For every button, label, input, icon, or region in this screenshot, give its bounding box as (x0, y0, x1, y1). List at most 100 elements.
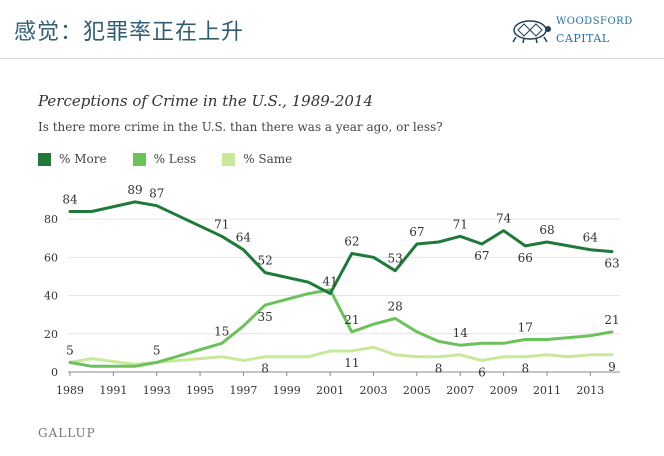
data-point (546, 338, 548, 341)
data-point (611, 250, 613, 253)
data-label: 11 (344, 356, 359, 370)
series-line-less (68, 288, 614, 368)
header-divider (0, 58, 664, 59)
legend-swatch-less (132, 152, 146, 166)
data-label: 21 (344, 313, 359, 327)
x-tick-label: 2009 (490, 384, 518, 397)
x-tick-label: 1997 (229, 384, 257, 397)
data-point (351, 331, 353, 333)
legend-label-more: % More (59, 152, 107, 166)
data-point (589, 354, 592, 356)
data-label: 8 (521, 362, 529, 376)
data-point (307, 355, 310, 358)
legend-swatch-more (38, 152, 51, 166)
data-point (459, 344, 462, 347)
turtle-logo-icon (512, 20, 551, 44)
y-tick-label: 0 (51, 366, 58, 379)
legend-label-same: % Same (243, 152, 293, 166)
legend-item-same: % Same (222, 152, 292, 166)
data-label: 84 (62, 192, 78, 206)
data-point (264, 304, 266, 306)
legend-item-more: % More (38, 152, 107, 166)
x-tick-label: 1995 (186, 384, 214, 397)
data-point (307, 281, 310, 283)
data-point (372, 323, 375, 326)
data-point (134, 365, 136, 368)
data-point (437, 355, 440, 358)
data-point (394, 354, 397, 356)
data-point (437, 241, 440, 243)
legend-swatch-same (222, 152, 236, 166)
x-tick-label: 1989 (56, 384, 84, 397)
legend-label-less: % Less (153, 152, 197, 166)
data-label: 8 (435, 362, 443, 376)
data-point (502, 342, 505, 345)
data-point (372, 256, 375, 259)
data-label: 41 (323, 275, 338, 289)
data-point (589, 248, 592, 251)
data-point (220, 355, 223, 358)
data-point (69, 210, 71, 213)
x-tick-label: 2005 (403, 384, 431, 397)
data-point (351, 350, 353, 352)
data-point (351, 252, 353, 255)
data-label: 52 (257, 254, 272, 268)
data-point (459, 354, 462, 356)
data-point (394, 269, 397, 272)
data-point (546, 354, 548, 356)
data-point (69, 361, 71, 364)
data-label: 64 (236, 231, 252, 245)
data-point (155, 204, 158, 207)
data-label: 63 (604, 257, 619, 271)
data-label: 87 (149, 187, 164, 201)
data-point (90, 210, 93, 213)
data-point (242, 325, 245, 327)
data-point (546, 241, 548, 243)
data-point (502, 229, 505, 232)
data-point (459, 235, 462, 238)
chart-legend: % More % Less % Same (38, 152, 292, 166)
data-label: 8 (261, 362, 269, 376)
data-point (394, 317, 397, 320)
company-logo: WOODSFORD CAPITAL (510, 14, 650, 50)
data-point (481, 243, 483, 245)
data-point (220, 235, 223, 238)
data-point (307, 292, 310, 295)
data-point (481, 342, 483, 345)
data-point (567, 355, 570, 358)
data-point (416, 355, 418, 358)
data-label: 62 (344, 235, 359, 249)
data-point (329, 350, 331, 352)
data-point (372, 346, 375, 348)
data-label: 35 (257, 310, 272, 324)
data-label: 21 (604, 313, 619, 327)
y-tick-label: 20 (44, 328, 58, 341)
data-label: 5 (153, 343, 161, 357)
data-point (134, 201, 136, 203)
data-label: 9 (608, 360, 616, 374)
data-label: 71 (214, 217, 229, 231)
data-point (416, 243, 418, 245)
data-label: 6 (478, 366, 486, 380)
data-label: 66 (518, 251, 533, 265)
x-tick-label: 2013 (576, 384, 604, 397)
x-tick-label: 1991 (99, 384, 127, 397)
data-label: 74 (496, 212, 512, 226)
chart-title: Perceptions of Crime in the U.S., 1989-2… (38, 92, 374, 110)
data-point (155, 361, 158, 364)
x-tick-label: 2003 (360, 384, 388, 397)
data-point (611, 331, 613, 333)
data-point (481, 359, 483, 362)
data-point (524, 338, 527, 341)
data-label: 67 (409, 225, 424, 239)
logo-text-line1: WOODSFORD (556, 16, 633, 27)
data-point (90, 365, 93, 368)
data-point (264, 271, 266, 274)
data-label: 71 (453, 217, 468, 231)
data-point (524, 355, 527, 358)
data-point (242, 248, 245, 251)
data-point (264, 355, 266, 358)
y-tick-label: 40 (44, 290, 58, 303)
data-point (242, 359, 245, 362)
x-tick-label: 2001 (316, 384, 344, 397)
